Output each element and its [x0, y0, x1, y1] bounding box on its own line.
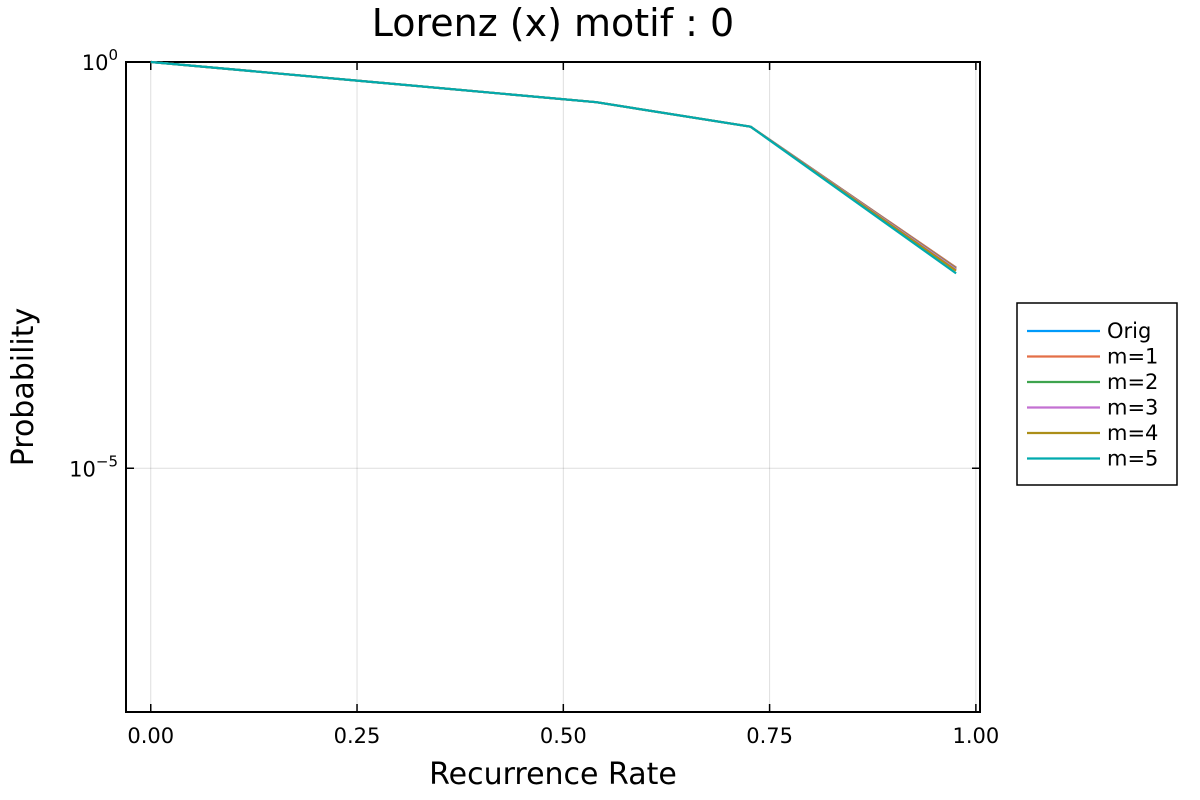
- series-lines: [150, 60, 957, 275]
- x-axis-label: Recurrence Rate: [429, 757, 677, 792]
- x-tick-label: 0.50: [540, 724, 587, 748]
- x-tick-labels: 0.00 0.25 0.50 0.75 1.00: [127, 724, 999, 748]
- plot-frame: [125, 61, 981, 713]
- series-line-2: [150, 60, 957, 270]
- legend-label: m=4: [1107, 421, 1158, 445]
- x-tick-label: 0.00: [127, 724, 174, 748]
- legend-label: m=5: [1107, 447, 1158, 471]
- series-line-3: [150, 60, 957, 271]
- legend-label: m=1: [1107, 345, 1158, 369]
- legend-label: Orig: [1107, 319, 1151, 343]
- legend-box: [1016, 302, 1178, 486]
- x-tick-label: 0.25: [334, 724, 381, 748]
- grid-lines: [126, 61, 980, 712]
- series-line-0: [150, 60, 957, 269]
- series-line-4: [150, 60, 957, 272]
- series-line-5: [150, 60, 957, 275]
- x-tick-label: 1.00: [952, 724, 999, 748]
- chart-title: Lorenz (x) motif : 0: [372, 1, 734, 45]
- y-axis-label: Probability: [6, 308, 41, 467]
- legend-label: m=3: [1107, 396, 1158, 420]
- x-tick-label: 0.75: [746, 724, 793, 748]
- y-tick-label: 100: [82, 46, 118, 75]
- axis-ticks: [126, 61, 980, 712]
- legend-label: m=2: [1107, 370, 1158, 394]
- y-tick-labels: 100 10−5: [69, 46, 118, 481]
- y-tick-label: 10−5: [69, 452, 118, 481]
- series-line-1: [150, 60, 957, 269]
